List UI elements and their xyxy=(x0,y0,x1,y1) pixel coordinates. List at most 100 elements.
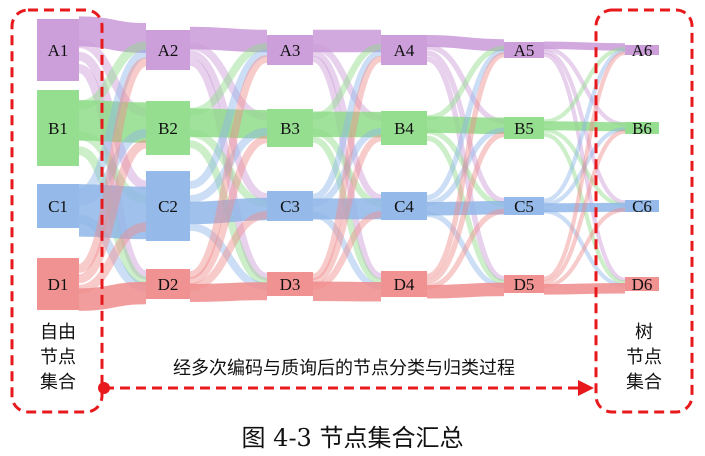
node-label-C1: C1 xyxy=(48,197,68,216)
flow-C5-to-D6 xyxy=(543,209,626,288)
flow-C3-to-A4 xyxy=(312,49,382,201)
node-C6 xyxy=(625,200,659,212)
flow-C2-to-B3 xyxy=(189,127,268,203)
node-label-B3: B3 xyxy=(280,119,300,138)
node-C2 xyxy=(146,171,190,241)
left-box-label-line-1: 自由 xyxy=(40,322,76,343)
right-group-box xyxy=(594,8,694,414)
flow-D2-to-D3 xyxy=(189,282,268,302)
node-label-C4: C4 xyxy=(394,197,414,216)
flow-A1-to-A2 xyxy=(78,16,147,53)
node-A5 xyxy=(504,42,544,58)
node-label-A2: A2 xyxy=(158,41,179,60)
left-box-label-line-3: 集合 xyxy=(40,372,76,393)
node-D5 xyxy=(504,275,544,293)
node-C4 xyxy=(381,192,427,220)
node-label-C2: C2 xyxy=(158,197,178,216)
flow-D4-to-D5 xyxy=(426,282,505,299)
flow-C5-to-C6 xyxy=(543,202,626,213)
node-label-D6: D6 xyxy=(632,275,653,294)
flow-C2-to-C3 xyxy=(189,197,268,225)
right-box-label-line-3: 集合 xyxy=(626,372,662,393)
node-D2 xyxy=(146,269,190,299)
figure-caption: 图 4-3 节点集合汇总 xyxy=(241,424,464,452)
flow-C4-to-B5 xyxy=(426,127,505,206)
flow-D4-to-C5 xyxy=(426,208,505,290)
node-label-D2: D2 xyxy=(158,275,179,294)
node-B6 xyxy=(625,122,659,134)
node-label-A3: A3 xyxy=(280,41,301,60)
flow-D5-to-C6 xyxy=(543,207,626,288)
flow-D5-to-D6 xyxy=(543,282,626,295)
flow-A1-to-D2 xyxy=(77,64,148,280)
flow-A2-to-A3 xyxy=(189,26,268,53)
flow-D2-to-A3 xyxy=(188,55,269,279)
node-label-A5: A5 xyxy=(514,41,535,60)
flow-D5-to-A6 xyxy=(543,50,626,281)
node-label-D4: D4 xyxy=(394,275,415,294)
flow-B5-to-A6 xyxy=(543,46,626,124)
flow-C5-to-A6 xyxy=(543,48,626,203)
left-group-box xyxy=(10,8,104,414)
node-label-B2: B2 xyxy=(158,119,178,138)
flow-B5-to-C6 xyxy=(543,128,626,207)
node-label-B6: B6 xyxy=(632,119,652,138)
flow-B5-to-B6 xyxy=(543,121,626,132)
node-label-D3: D3 xyxy=(280,275,301,294)
flow-B2-to-B3 xyxy=(189,108,268,139)
node-D1 xyxy=(37,258,79,310)
flow-D3-to-D4 xyxy=(312,281,382,302)
node-label-D5: D5 xyxy=(514,275,535,294)
right-box-label-line-2: 节点 xyxy=(626,347,662,368)
node-B2 xyxy=(146,101,190,155)
node-B4 xyxy=(381,111,427,145)
node-label-B5: B5 xyxy=(514,119,534,138)
node-D3 xyxy=(267,272,313,296)
flow-D1-to-D2 xyxy=(78,281,147,311)
flow-A2-to-D3 xyxy=(188,58,269,281)
node-label-B1: B1 xyxy=(48,119,68,138)
flow-bands xyxy=(77,16,626,311)
node-A3 xyxy=(267,35,313,65)
node-B1 xyxy=(37,90,79,166)
flow-B1-to-B2 xyxy=(78,100,147,143)
flow-A5-to-B6 xyxy=(543,46,626,127)
node-label-A6: A6 xyxy=(632,41,653,60)
flow-D3-to-B4 xyxy=(312,134,382,285)
flow-A4-to-A5 xyxy=(426,35,505,52)
flow-C1-to-C2 xyxy=(78,184,147,240)
flow-D1-to-B2 xyxy=(77,139,148,284)
node-label-C5: C5 xyxy=(514,197,534,216)
node-C1 xyxy=(37,184,79,228)
node-D4 xyxy=(381,271,427,297)
node-A4 xyxy=(381,35,427,65)
right-box-label-line-1: 树 xyxy=(635,322,653,343)
node-C3 xyxy=(267,191,313,221)
flow-D1-to-A2 xyxy=(77,57,148,273)
flow-A4-to-D5 xyxy=(426,56,505,282)
node-label-D1: D1 xyxy=(48,275,69,294)
flow-D5-to-B6 xyxy=(543,129,626,285)
node-label-A1: A1 xyxy=(48,41,69,60)
flow-D1-to-C2 xyxy=(78,222,147,294)
node-labels: A1 B1 C1 D1 A2 B2 C2 D2 A3 B3 C3 D3 A4 B4 C4 D4 A5 B5 C5 D5… xyxy=(48,41,653,294)
left-box-label-line-2: 节点 xyxy=(40,347,76,368)
flow-D3-to-A4 xyxy=(311,55,383,281)
node-A1 xyxy=(37,19,79,81)
node-label-B4: B4 xyxy=(394,119,414,138)
node-A6 xyxy=(625,45,659,55)
node-B5 xyxy=(504,117,544,139)
node-label-C3: C3 xyxy=(280,197,300,216)
flow-C4-to-C5 xyxy=(426,201,505,216)
node-bars xyxy=(37,19,659,310)
flow-D4-to-A5 xyxy=(426,52,505,279)
flow-D4-to-B5 xyxy=(426,131,505,285)
node-C5 xyxy=(504,197,544,215)
flow-C2-to-A3 xyxy=(189,49,268,189)
flow-B4-to-A5 xyxy=(426,45,505,121)
node-A2 xyxy=(146,30,190,70)
flow-A5-to-D6 xyxy=(543,52,626,282)
flow-A3-to-D4 xyxy=(311,55,383,280)
flow-B4-to-B5 xyxy=(426,116,505,135)
